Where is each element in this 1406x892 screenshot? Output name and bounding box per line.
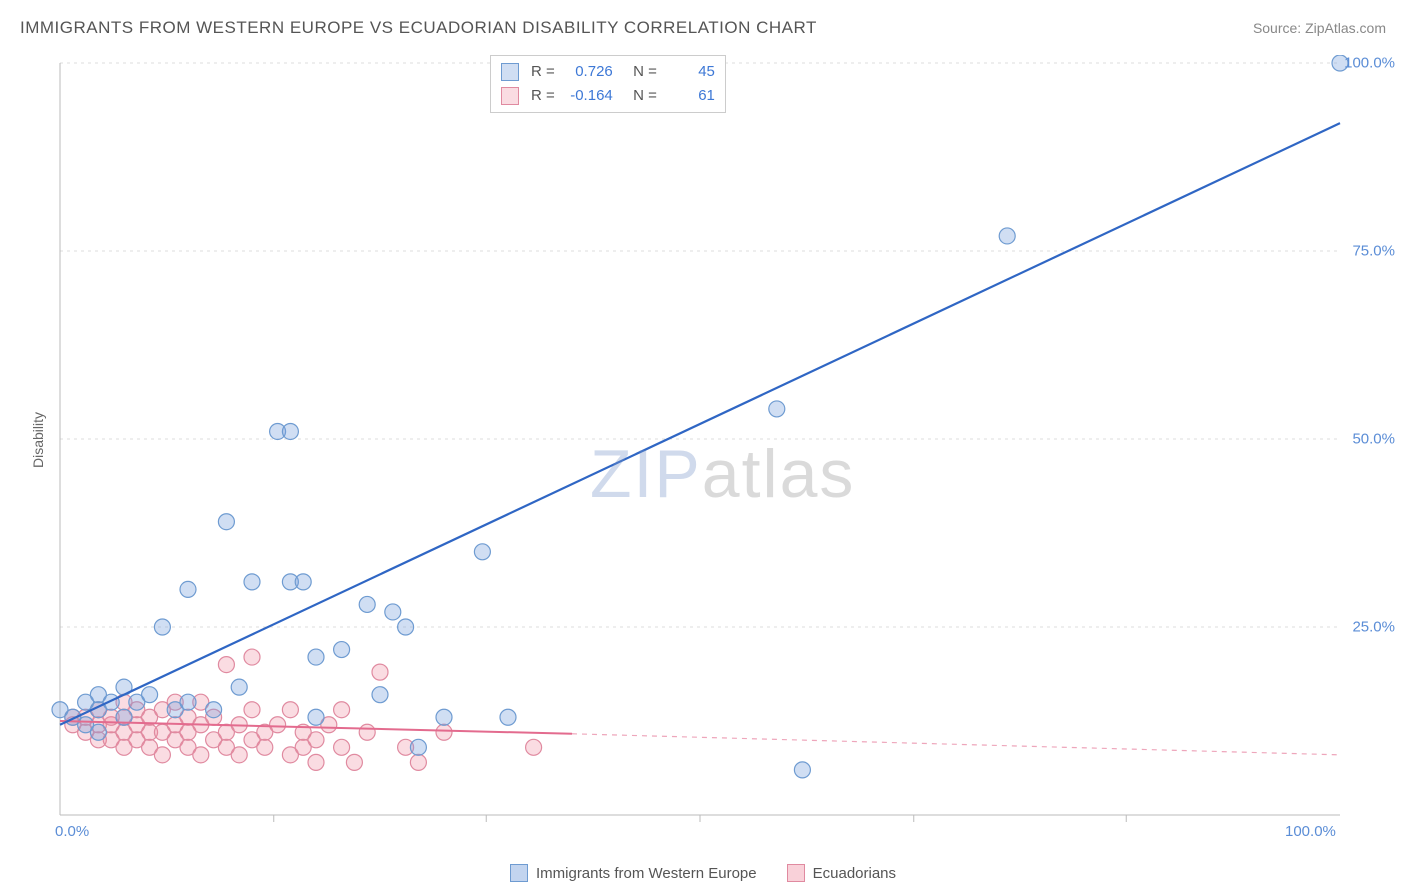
plot-area: Disability ZIPatlas R = 0.726 N = 45 R =… — [50, 55, 1380, 825]
swatch-blue — [501, 63, 519, 81]
x-tick-label: 100.0% — [1285, 823, 1336, 840]
n-value-pink: 61 — [665, 84, 715, 108]
r-value-pink: -0.164 — [563, 84, 613, 108]
source-attribution: Source: ZipAtlas.com — [1253, 20, 1386, 36]
y-tick-label: 100.0% — [1344, 55, 1395, 72]
y-tick-label: 75.0% — [1352, 243, 1395, 260]
r-label: R = — [531, 84, 555, 108]
stats-row-blue: R = 0.726 N = 45 — [501, 60, 715, 84]
n-label: N = — [625, 60, 657, 84]
series-legend: Immigrants from Western Europe Ecuadoria… — [0, 864, 1406, 882]
n-value-blue: 45 — [665, 60, 715, 84]
legend-label-blue: Immigrants from Western Europe — [536, 865, 757, 882]
r-value-blue: 0.726 — [563, 60, 613, 84]
x-tick-label: 0.0% — [55, 823, 89, 840]
y-tick-label: 50.0% — [1352, 431, 1395, 448]
r-label: R = — [531, 60, 555, 84]
n-label: N = — [625, 84, 657, 108]
scatter-plot-svg — [50, 55, 1380, 825]
header-bar: IMMIGRANTS FROM WESTERN EUROPE VS ECUADO… — [20, 18, 1386, 38]
legend-item-pink: Ecuadorians — [787, 864, 896, 882]
legend-item-blue: Immigrants from Western Europe — [510, 864, 757, 882]
y-tick-label: 25.0% — [1352, 619, 1395, 636]
legend-swatch-pink — [787, 864, 805, 882]
stats-legend: R = 0.726 N = 45 R = -0.164 N = 61 — [490, 55, 726, 113]
legend-swatch-blue — [510, 864, 528, 882]
swatch-pink — [501, 87, 519, 105]
legend-label-pink: Ecuadorians — [813, 865, 896, 882]
y-axis-title: Disability — [30, 412, 46, 468]
stats-row-pink: R = -0.164 N = 61 — [501, 84, 715, 108]
chart-title: IMMIGRANTS FROM WESTERN EUROPE VS ECUADO… — [20, 18, 817, 38]
